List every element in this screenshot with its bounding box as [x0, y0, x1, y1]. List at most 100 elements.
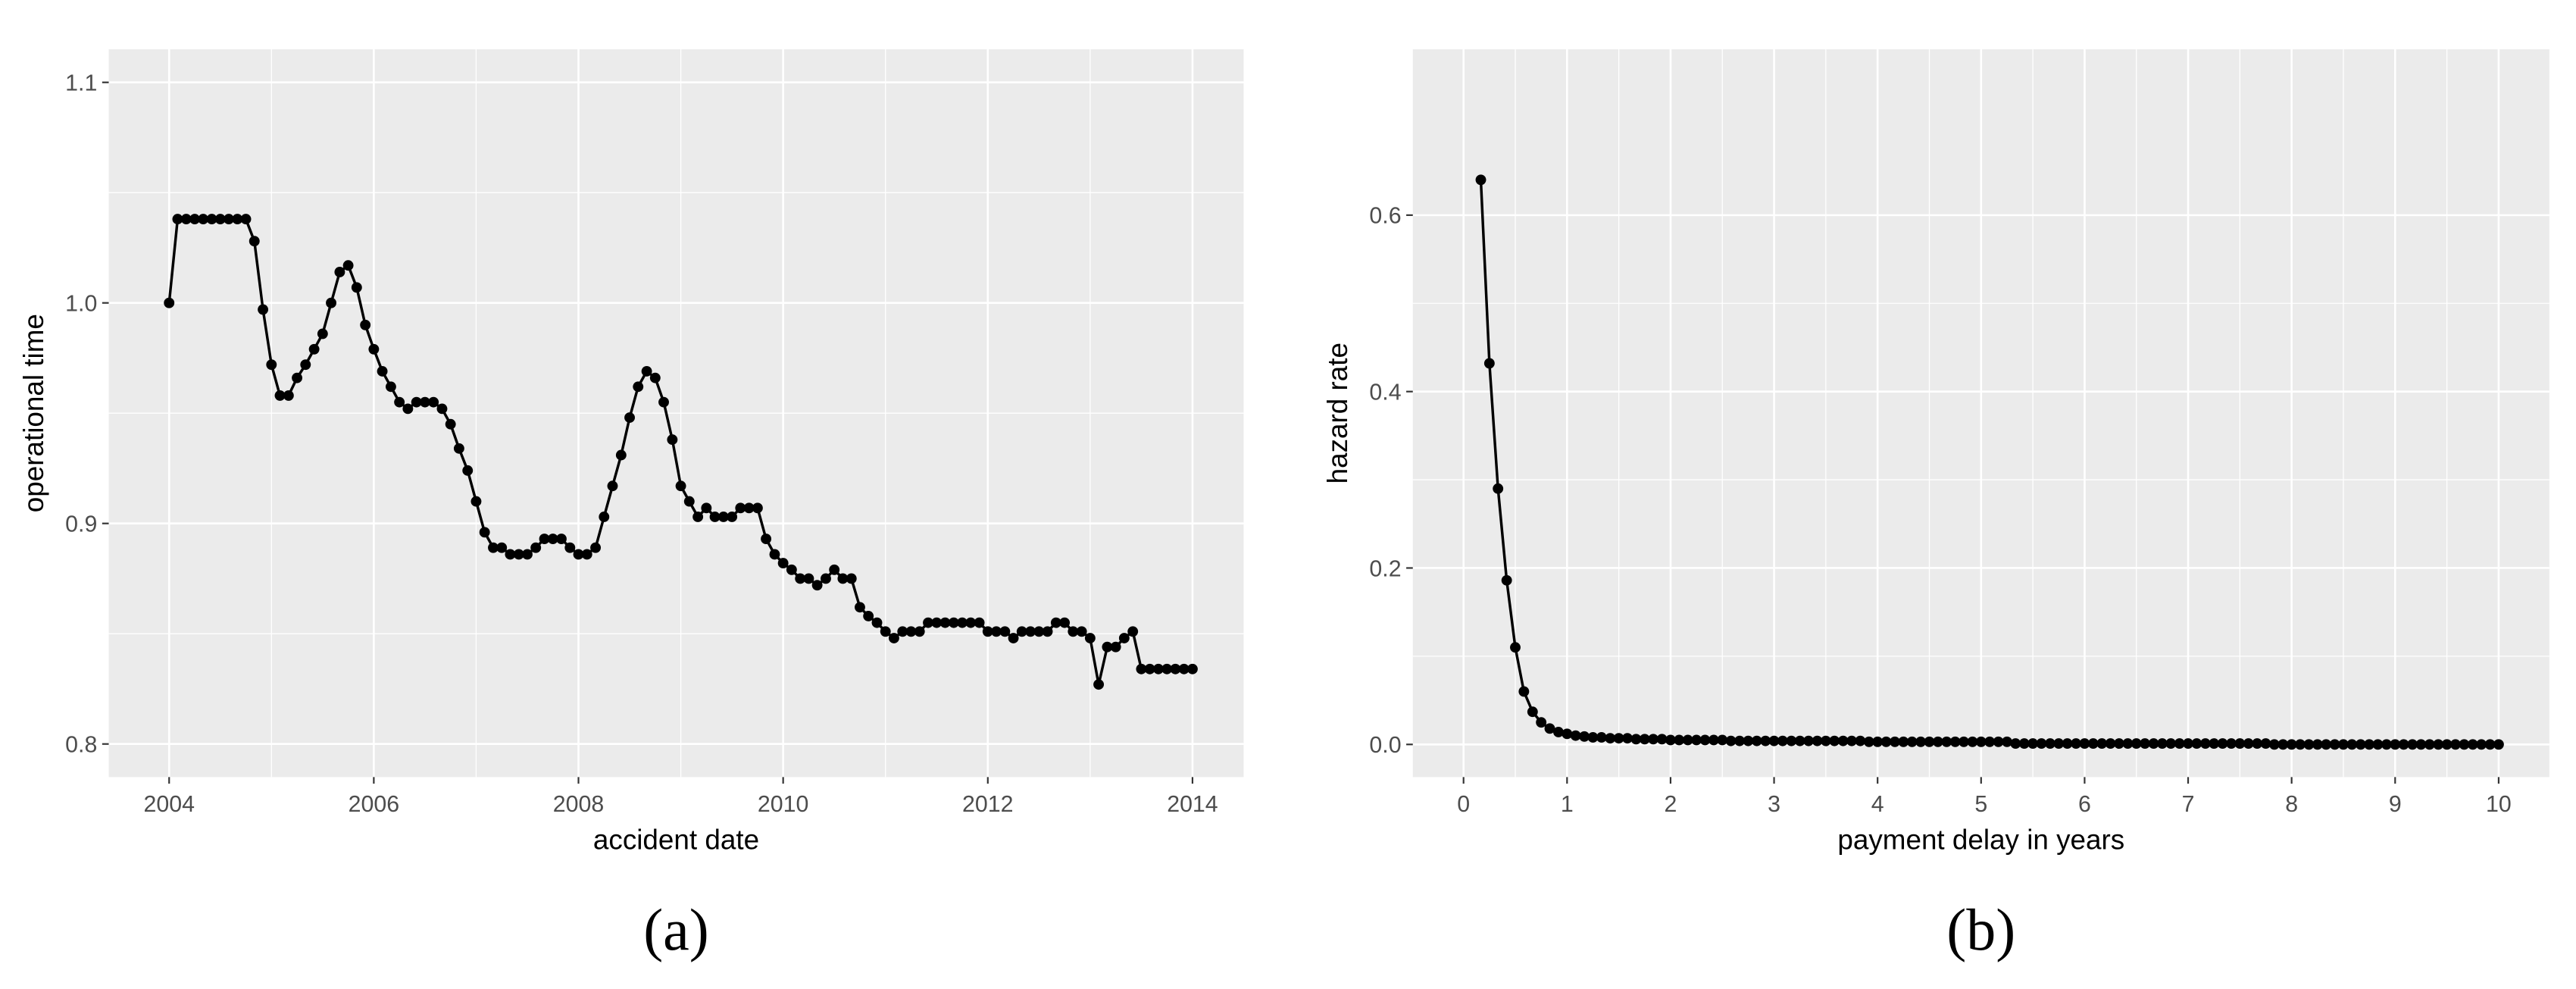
- data-point: [2079, 738, 2090, 750]
- data-point: [821, 573, 831, 584]
- data-point: [1880, 736, 1892, 747]
- x-axis-title: payment delay in years: [1837, 825, 2124, 856]
- data-point: [709, 512, 721, 522]
- data-point: [1975, 736, 1987, 747]
- data-point: [326, 297, 336, 308]
- data-point: [675, 480, 686, 492]
- data-point: [1510, 642, 1521, 653]
- data-point: [2398, 739, 2409, 750]
- data-point: [846, 573, 857, 584]
- data-point: [1743, 735, 1754, 746]
- data-point: [334, 267, 345, 277]
- data-point: [2071, 738, 2082, 750]
- data-point: [522, 549, 533, 560]
- data-point: [2415, 739, 2427, 750]
- data-point: [189, 214, 200, 225]
- data-point: [1639, 734, 1650, 745]
- data-point: [1725, 735, 1737, 746]
- data-point: [1846, 735, 1857, 746]
- y-tick-label: 0.6: [1369, 204, 1401, 229]
- x-tick-label: 2008: [553, 792, 604, 817]
- data-point: [2140, 738, 2151, 750]
- data-point: [2217, 738, 2228, 750]
- x-tick-label: 2014: [1167, 792, 1218, 817]
- data-point: [1008, 633, 1019, 643]
- x-tick-label: 6: [2078, 792, 2091, 817]
- data-point: [2174, 738, 2185, 750]
- data-point: [292, 372, 303, 383]
- data-point: [1475, 174, 1487, 186]
- data-point: [743, 502, 755, 514]
- y-tick-label: 0.9: [65, 512, 97, 537]
- data-point: [752, 502, 763, 514]
- data-point: [863, 610, 874, 621]
- data-point: [1890, 736, 1900, 747]
- data-point: [470, 496, 482, 507]
- data-point: [2199, 738, 2211, 750]
- data-point: [1161, 663, 1173, 674]
- data-point: [1656, 734, 1668, 745]
- data-point: [1102, 641, 1113, 653]
- data-point: [2303, 739, 2315, 750]
- data-point: [1734, 735, 1746, 746]
- chart: 0 1 2 3 4 5 6 7 8 9 10 0.0 0.2 0.4 0.6 payment delay in…: [1322, 49, 2549, 962]
- data-point: [2424, 739, 2435, 750]
- data-point: [1648, 734, 1659, 745]
- data-point: [1863, 736, 1874, 747]
- data-point: [214, 214, 226, 225]
- data-point: [1136, 663, 1147, 674]
- data-point: [1596, 732, 1607, 743]
- data-point: [1794, 735, 1805, 746]
- x-tick-label: 3: [1768, 792, 1780, 817]
- y-tick-label: 0.2: [1369, 556, 1401, 581]
- data-point: [1605, 733, 1616, 744]
- data-point: [615, 449, 627, 461]
- data-point: [2252, 738, 2263, 750]
- panel-caption: (a): [643, 897, 709, 962]
- data-point: [957, 617, 968, 628]
- data-point: [547, 534, 558, 545]
- data-point: [1682, 734, 1693, 746]
- data-point: [505, 549, 516, 560]
- data-point: [1544, 723, 1555, 734]
- data-point: [1768, 735, 1780, 746]
- data-point: [871, 617, 883, 628]
- data-point: [258, 304, 269, 315]
- data-point: [803, 573, 814, 584]
- data-point: [991, 626, 1002, 637]
- data-point: [317, 328, 328, 340]
- data-point: [2286, 739, 2297, 750]
- y-tick-label: 0.8: [65, 733, 97, 758]
- data-point: [411, 396, 422, 408]
- data-point: [2243, 738, 2254, 750]
- y-axis-title: hazard rate: [1322, 343, 1353, 484]
- data-point: [2381, 739, 2392, 750]
- data-point: [2312, 739, 2323, 750]
- data-point: [2467, 739, 2478, 750]
- data-point: [1084, 633, 1096, 643]
- data-point: [607, 480, 618, 492]
- data-point: [1674, 734, 1685, 746]
- data-point: [761, 534, 772, 545]
- data-point: [479, 527, 490, 538]
- data-point: [240, 214, 252, 225]
- x-axis-title: accident date: [593, 825, 759, 856]
- y-tick-label: 1.1: [65, 71, 97, 96]
- x-tick-label: 9: [2389, 792, 2402, 817]
- data-point: [1984, 736, 1996, 747]
- data-point: [1949, 736, 1961, 747]
- data-point: [1110, 641, 1121, 653]
- data-point: [855, 602, 865, 613]
- data-point: [1518, 686, 1530, 697]
- data-point: [1898, 736, 1909, 747]
- data-point: [1837, 735, 1849, 746]
- data-point: [795, 573, 806, 584]
- data-point: [923, 617, 933, 628]
- data-point: [2433, 739, 2444, 750]
- data-point: [2268, 739, 2280, 750]
- data-point: [224, 214, 234, 225]
- data-point: [2321, 739, 2332, 750]
- data-point: [701, 502, 712, 514]
- data-point: [1777, 735, 1788, 746]
